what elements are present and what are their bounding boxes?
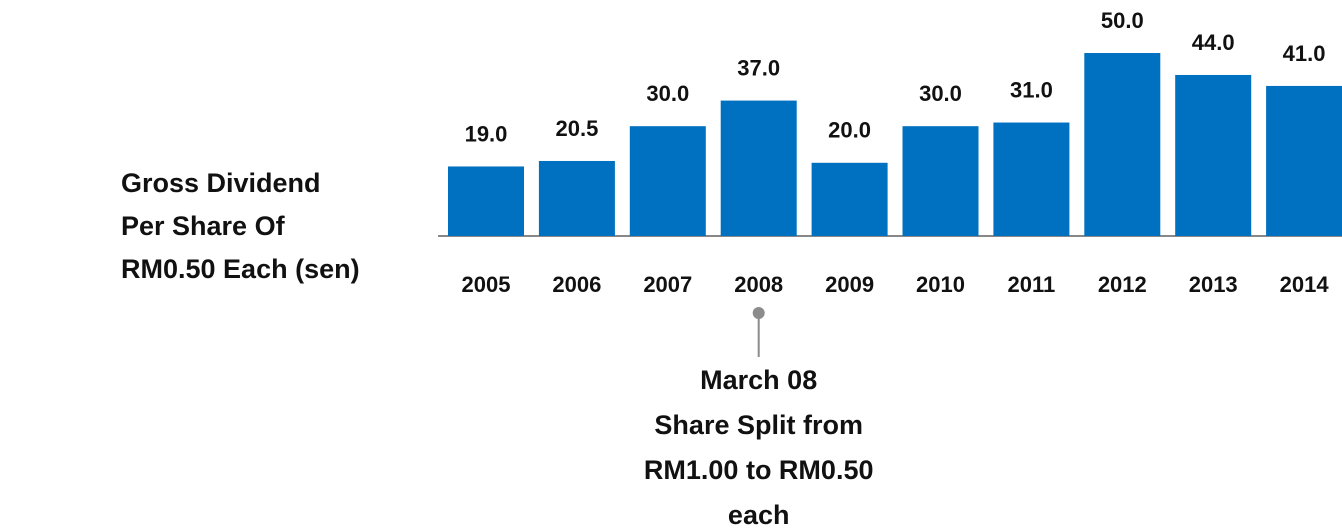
bar [1175,74,1252,237]
x-tick-label: 2011 [1008,272,1056,297]
bar [720,100,797,236]
y-axis-label: RM0.50 Each (sen) [121,254,360,284]
x-tick-label: 2007 [643,272,692,297]
value-label: 19.0 [465,121,508,146]
bar [629,126,706,236]
annotation-text: March 08 [700,365,817,395]
annotation-text: each [728,500,790,530]
bar [448,166,524,236]
x-tick-label: 2006 [552,272,601,297]
value-label: 37.0 [737,55,780,80]
x-tick-label: 2008 [734,272,783,297]
value-label: 44.0 [1192,30,1235,55]
y-axis-label: Gross Dividend [121,168,321,198]
value-label: 50.0 [1101,8,1144,33]
bar [1266,85,1342,236]
bar [1084,53,1161,236]
x-tick-label: 2010 [916,272,965,297]
annotation-text: RM1.00 to RM0.50 [644,455,874,485]
annotation-text: Share Split from [654,410,863,440]
value-label: 20.0 [828,118,871,143]
x-tick-label: 2012 [1098,272,1147,297]
bar [993,122,1070,236]
bar [902,126,979,236]
x-tick-label: 2005 [462,272,511,297]
bar [811,162,888,236]
value-label: 31.0 [1010,77,1053,102]
x-tick-label: 2009 [825,272,874,297]
y-axis-label: Per Share Of [121,211,286,241]
value-label: 30.0 [919,81,962,106]
value-label: 30.0 [646,81,689,106]
value-label: 41.0 [1283,41,1326,66]
x-tick-label: 2014 [1280,272,1330,297]
value-label: 20.5 [555,116,598,141]
bar [538,160,615,236]
x-tick-label: 2013 [1189,272,1238,297]
